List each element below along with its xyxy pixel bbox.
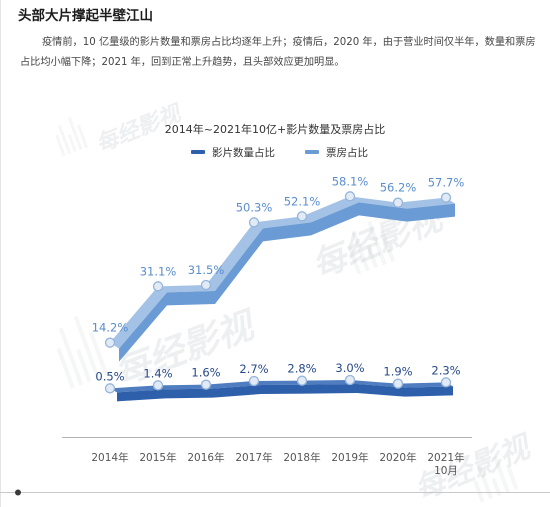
watermark-bar: [89, 331, 109, 377]
x-tick-label: 2020年: [379, 451, 416, 464]
watermark-bar: [76, 124, 88, 149]
watermark-bar: [73, 315, 101, 380]
x-axis-ticks: 2014年 2015年 2016年 2017年 2018年 2019年 2020年 2021年…: [91, 451, 464, 477]
data-point: [440, 377, 452, 388]
data-label: 2.3%: [431, 363, 460, 377]
watermark-bar: [67, 134, 77, 153]
article-heading: 头部大片撑起半壁江山: [18, 8, 153, 24]
x-tick-label-line: 2015年: [139, 451, 176, 464]
watermark-bar: [58, 124, 72, 155]
watermark-bar: [491, 477, 502, 497]
left-border: [0, 0, 1, 507]
data-label: 0.5%: [95, 369, 124, 383]
ribbon-front-face: [119, 202, 455, 362]
x-tick-label-line: 2017年: [235, 451, 272, 464]
data-point: [296, 211, 308, 222]
x-tick-label-line: 10月: [434, 465, 458, 477]
data-label: 14.2%: [92, 321, 129, 335]
data-point: [152, 281, 164, 292]
data-label: 1.6%: [191, 366, 220, 380]
data-label: 58.1%: [332, 174, 369, 188]
x-tick-label: 2016年: [187, 451, 224, 464]
watermark-bar: [67, 117, 83, 151]
data-point: [248, 217, 260, 228]
watermark-bars: [55, 117, 88, 157]
legend-marker: [191, 150, 205, 154]
data-label: 2.7%: [239, 362, 268, 376]
watermark-bars: [347, 220, 396, 275]
x-tick-label: 2019年: [331, 451, 368, 464]
data-label: 1.9%: [383, 365, 412, 379]
legend-marker: [305, 150, 319, 154]
x-tick-label: 2015年: [139, 451, 176, 464]
data-point: [200, 379, 212, 390]
watermark-bar: [58, 327, 84, 386]
x-tick-label-line: 2016年: [187, 451, 224, 464]
legend-label: 影片数量占比: [212, 146, 275, 159]
watermark-bar: [493, 455, 510, 493]
data-label: 2.8%: [287, 362, 316, 376]
watermark-bar: [477, 465, 493, 500]
data-point: [104, 383, 116, 394]
watermark-layer: 每经影视 每经影视 每经影视 每经影视: [55, 99, 538, 507]
legend-item-box-office-share: 票房占比: [305, 146, 368, 159]
watermark-text: 每经影视: [410, 429, 538, 507]
data-point: [440, 192, 452, 203]
watermark-bar: [473, 480, 485, 503]
x-tick-label: 2018年: [283, 451, 320, 464]
data-point: [200, 279, 212, 291]
data-point: [248, 375, 260, 387]
data-label: 31.5%: [188, 263, 225, 277]
data-point: [104, 337, 116, 348]
ribbon-top-face: [110, 380, 453, 393]
data-point: [344, 191, 356, 202]
data-point: [392, 378, 404, 389]
series-box-office-share: 14.2% 31.1% 31.5% 50.3% 52.1% 58.1% 56.2% 57.7%: [92, 174, 465, 362]
legend: 影片数量占比 票房占比: [191, 146, 368, 159]
series-film-count-share: 0.5% 1.4% 1.6% 2.7% 2.8% 3.0% 1.9% 2.3%: [95, 361, 461, 402]
series-layer: 0.5% 1.4% 1.6% 2.7% 2.8% 3.0% 1.9% 2.3% 14.2% 31.…: [92, 174, 465, 402]
x-tick-label: 2017年: [235, 451, 272, 464]
x-tick-label-line: 2021年: [427, 451, 464, 464]
data-point: [392, 197, 404, 208]
data-point: [344, 374, 356, 386]
watermark-bars: [473, 455, 519, 503]
watermark-bar: [367, 220, 387, 266]
x-tick-label-line: 2014年: [91, 451, 128, 464]
x-tick-label-line: 2020年: [379, 451, 416, 464]
watermark-bar: [76, 349, 92, 383]
data-label: 1.4%: [143, 366, 172, 380]
data-label: 57.7%: [428, 176, 465, 190]
data-label: 3.0%: [335, 361, 364, 375]
legend-label: 票房占比: [326, 146, 368, 159]
watermark-bar: [56, 347, 75, 389]
chart-title: 2014年~2021年10亿+影片数量及票房占比: [165, 122, 385, 136]
watermark-bar: [380, 230, 396, 263]
separator-dot: [15, 489, 21, 496]
data-label: 52.1%: [284, 194, 321, 208]
legend-item-film-count-share: 影片数量占比: [191, 146, 275, 159]
x-tick-label: 2021年 10月: [427, 451, 464, 477]
article-paragraph: 疫情前，10 亿量级的影片数量和票房占比均逐年上升；疫情后，2020 年，由于营…: [20, 37, 536, 68]
ribbon-front-face: [117, 384, 453, 402]
data-label: 56.2%: [380, 181, 417, 195]
watermark-bar: [55, 134, 66, 157]
data-label: 31.1%: [140, 264, 177, 278]
watermark-bar: [347, 244, 362, 275]
data-point: [296, 375, 308, 386]
data-point: [152, 380, 164, 391]
watermark-bar: [505, 464, 519, 490]
x-tick-label-line: 2019年: [331, 451, 368, 464]
x-tick-label: 2014年: [91, 451, 128, 464]
data-label: 50.3%: [236, 200, 273, 214]
watermark-bars: [56, 315, 109, 389]
x-tick-label-line: 2018年: [283, 451, 320, 464]
watermark-bar: [351, 230, 370, 272]
watermark-bar: [366, 244, 379, 269]
